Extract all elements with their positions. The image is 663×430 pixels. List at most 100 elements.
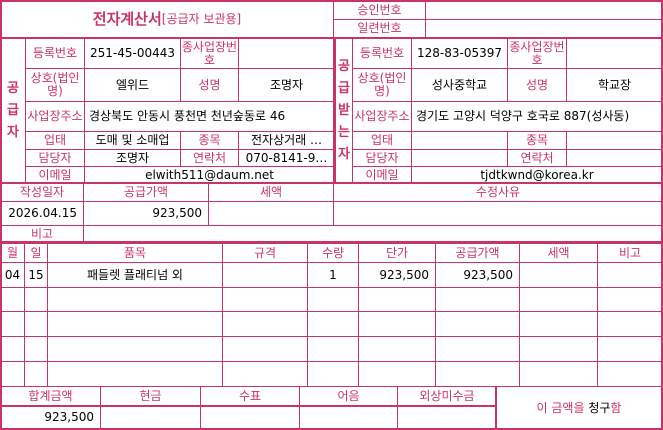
supplier-reg-label: 등록번호 (25, 38, 85, 69)
supplier-name-label: 상호(법인명) (25, 68, 85, 102)
totals-header: 어음 (299, 386, 398, 407)
buyer-addr-label: 사업장주소 (352, 101, 412, 132)
border (0, 0, 663, 2)
buyer-addr-value: 경기도 고양시 덕양구 호국로 887(성사동) (411, 101, 663, 132)
item-cell (597, 311, 663, 337)
claim-word: 청구 (588, 400, 611, 415)
totals-value: 923,500 (0, 405, 101, 430)
item-cell (47, 361, 223, 387)
column-header: 세액 (519, 243, 598, 263)
claim-suffix: 함 (610, 400, 622, 415)
column-header: 비고 (597, 243, 663, 263)
buyer-name-value: 성사중학교 (411, 68, 508, 102)
item-cell (358, 287, 436, 312)
buyer-rep-value: 학교장 (566, 68, 663, 102)
item-cell: 패들렛 플래티넘 외 (47, 262, 223, 288)
item-cell (307, 287, 359, 312)
supplier-branch-value (238, 38, 335, 69)
totals-value (100, 405, 201, 430)
totals-value (397, 405, 497, 430)
item-cell (435, 361, 520, 387)
title-text: 전자계산서 (92, 9, 162, 28)
totals-header: 합계금액 (0, 386, 101, 407)
buyer-contact-value (411, 149, 508, 167)
buyer-reg-value: 128-83-05397 (411, 38, 508, 69)
item-cell (519, 311, 598, 337)
supplier-contact-value: 조명자 (84, 149, 181, 167)
item-cell (358, 336, 436, 362)
totals-header: 현금 (100, 386, 201, 407)
divider (0, 241, 663, 243)
buyer-branch-value (566, 38, 663, 69)
buyer-type-label: 업태 (352, 131, 412, 150)
tax-value (208, 201, 334, 226)
serial-value (425, 19, 663, 38)
supplier-rep-label: 성명 (180, 68, 239, 102)
item-cell (597, 262, 663, 288)
item-cell (222, 287, 308, 312)
buyer-item-label: 종목 (507, 131, 567, 150)
supplier-name-value: 엘위드 (84, 68, 181, 102)
column-header: 일 (24, 243, 48, 263)
totals-value (299, 405, 398, 430)
buyer-side-column: 공급받는자 (335, 38, 353, 184)
item-cell (24, 336, 48, 362)
supplier-item-value: 전자상거래 … (238, 131, 335, 150)
item-cell (519, 287, 598, 312)
item-cell (435, 336, 520, 362)
item-cell (597, 336, 663, 362)
column-header: 공급가액 (435, 243, 520, 263)
supplier-contact-label: 담당자 (25, 149, 85, 167)
item-cell (597, 287, 663, 312)
item-cell (358, 311, 436, 337)
item-cell (307, 361, 359, 387)
supplier-type-value: 도매 및 소매업 (84, 131, 181, 150)
buyer-item-value (566, 131, 663, 150)
item-cell (0, 287, 25, 312)
supplier-addr-value: 경상북도 안동시 풍천면 천년숲동로 46 (84, 101, 335, 132)
item-cell (0, 361, 25, 387)
reason-label: 수정사유 (333, 183, 663, 202)
border (661, 0, 663, 430)
column-header: 규격 (222, 243, 308, 263)
border (0, 0, 2, 430)
supplier-phone-label: 연락처 (180, 149, 239, 167)
item-cell (435, 311, 520, 337)
buyer-type-value (411, 131, 508, 150)
totals-header: 수표 (200, 386, 300, 407)
reason-value (333, 201, 663, 226)
buyer-branch-label: 종사업장번호 (507, 38, 567, 69)
item-cell: 923,500 (358, 262, 436, 288)
item-cell: 04 (0, 262, 25, 288)
tax-label: 세액 (208, 183, 334, 202)
divider (333, 38, 336, 183)
buyer-reg-label: 등록번호 (352, 38, 412, 69)
item-cell (307, 336, 359, 362)
supplier-reg-value: 251-45-00443 (84, 38, 181, 69)
item-cell (222, 262, 308, 288)
column-header: 단가 (358, 243, 436, 263)
totals-value (200, 405, 300, 430)
serial-label: 일련번호 (333, 19, 426, 38)
buyer-rep-label: 성명 (507, 68, 567, 102)
supplier-item-label: 종목 (180, 131, 239, 150)
item-cell (0, 336, 25, 362)
buyer-phone-label: 연락처 (507, 149, 567, 167)
supply-value: 923,500 (83, 201, 209, 226)
column-header: 월 (0, 243, 25, 263)
column-header: 품목 (47, 243, 223, 263)
item-cell (358, 361, 436, 387)
claim-prefix: 이 금액을 (536, 400, 589, 415)
item-cell (222, 311, 308, 337)
item-cell: 1 (307, 262, 359, 288)
supplier-type-label: 업태 (25, 131, 85, 150)
buyer-name-label: 상호(법인명) (352, 68, 412, 102)
item-cell (47, 336, 223, 362)
subtitle-text: [공급자 보관용] (161, 11, 242, 26)
approval-label: 승인번호 (333, 0, 426, 20)
supplier-phone-value: 070-8141-9… (238, 149, 335, 167)
buyer-side-label: 공급받는자 (338, 59, 350, 162)
item-cell (597, 361, 663, 387)
border (0, 428, 663, 430)
